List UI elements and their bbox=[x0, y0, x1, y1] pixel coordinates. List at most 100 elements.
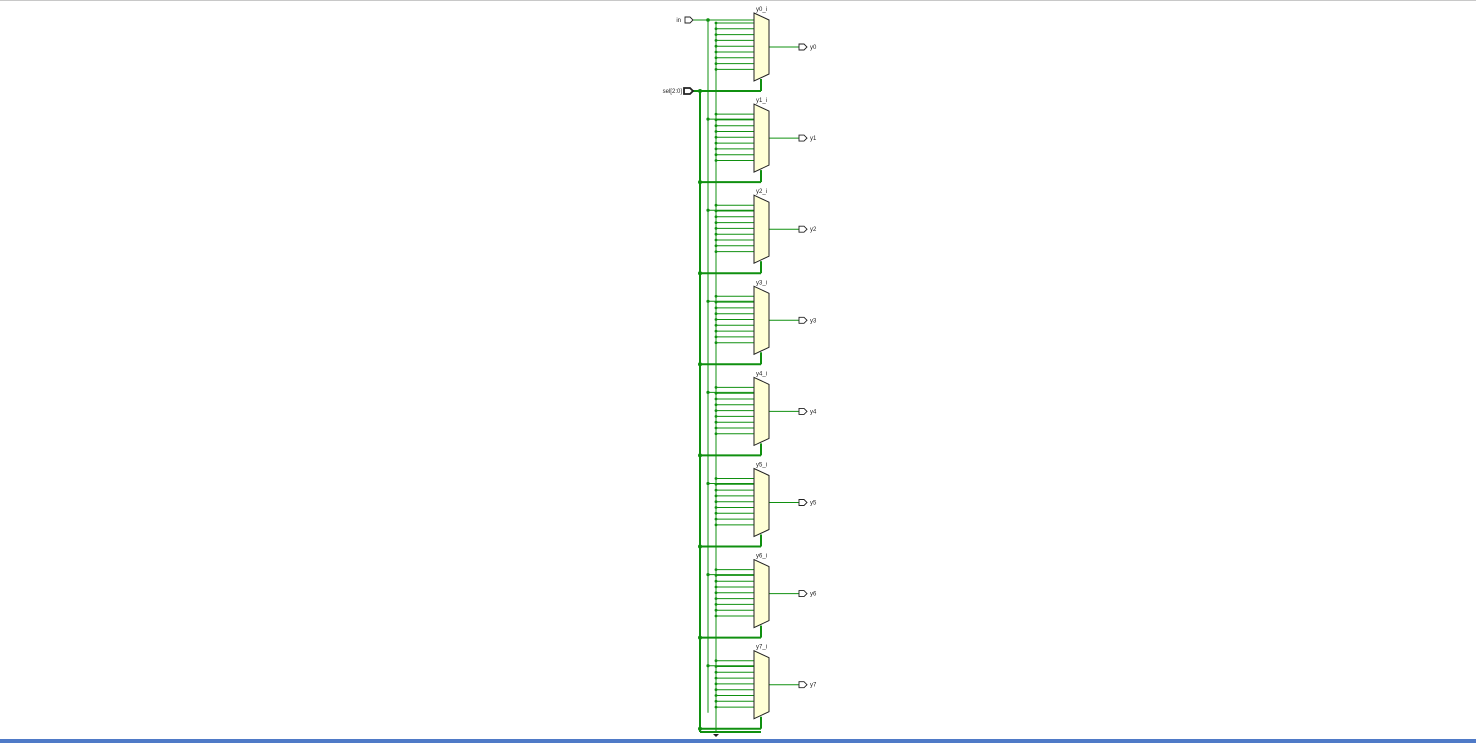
mux-input-junction bbox=[714, 39, 718, 42]
mux-input-junction bbox=[714, 659, 718, 663]
sel-junction bbox=[698, 544, 702, 549]
mux-input-junction bbox=[714, 614, 718, 618]
mux-cell bbox=[753, 285, 770, 356]
mux-input-junction bbox=[714, 597, 718, 600]
mux-input-junction bbox=[714, 420, 718, 424]
mux-input-junction bbox=[714, 591, 718, 595]
output-port-y2: y2 bbox=[798, 225, 817, 233]
output-port-y4-shape bbox=[798, 407, 808, 415]
mux-input-junction bbox=[714, 27, 718, 31]
mux-input-junction bbox=[714, 312, 718, 316]
mux-cell bbox=[753, 376, 770, 447]
mux-input-junction bbox=[714, 341, 718, 345]
mux-input-junction bbox=[714, 488, 718, 492]
output-port-y2-label: y2 bbox=[810, 227, 817, 233]
mux-input-junction bbox=[714, 50, 718, 54]
mux-input-junction bbox=[714, 705, 718, 709]
mux-input-junction bbox=[714, 409, 718, 412]
mux-input-junction bbox=[714, 670, 718, 674]
mux-input-junction bbox=[714, 159, 718, 162]
mux-layer: y0_i y1_i y2_i y3_i y4_i y5_i y6_i y7_i bbox=[753, 7, 770, 720]
in-tap-junction bbox=[706, 117, 710, 121]
mux-input-junction bbox=[714, 294, 718, 298]
output-port-y3-label: y3 bbox=[810, 318, 817, 324]
mux-input-junction bbox=[714, 244, 718, 248]
output-port-y5: y5 bbox=[798, 499, 817, 507]
output-port-y3-shape bbox=[798, 316, 808, 324]
in-tap-junction bbox=[706, 390, 710, 394]
mux-cell-label: y3_i bbox=[756, 280, 767, 286]
mux-input-junction bbox=[714, 523, 718, 527]
mux-cell bbox=[753, 103, 770, 173]
top-border bbox=[0, 0, 1476, 1]
mux-input-junction bbox=[714, 511, 718, 515]
mux-cell bbox=[753, 194, 770, 264]
input-port-sel-label: sel[2:0] bbox=[663, 89, 683, 95]
output-port-y1-label: y1 bbox=[810, 136, 817, 142]
mux-input-junction bbox=[714, 238, 718, 242]
sel-junction bbox=[698, 180, 702, 185]
input-port-in: in bbox=[676, 16, 694, 24]
output-port-y5-shape bbox=[798, 499, 808, 506]
mux-input-junction bbox=[714, 477, 718, 480]
output-port-y6-label: y6 bbox=[810, 592, 817, 598]
output-port-y3: y3 bbox=[798, 316, 817, 324]
mux-input-junction bbox=[714, 329, 718, 333]
mux-cell-label: y6_i bbox=[756, 554, 767, 560]
mux-input-junction bbox=[714, 568, 718, 571]
mux-input-junction bbox=[714, 130, 718, 133]
mux-input-junction bbox=[714, 426, 718, 430]
output-port-y0: y0 bbox=[798, 43, 817, 51]
sel-junction bbox=[698, 635, 702, 640]
mux-cell bbox=[753, 558, 770, 629]
mux-input-junction bbox=[714, 386, 718, 389]
mux-input-junction bbox=[714, 153, 718, 157]
input-port-in-label: in bbox=[676, 18, 681, 24]
in-tap-junction bbox=[706, 208, 710, 212]
mux-input-junction bbox=[714, 21, 718, 25]
sel-junction bbox=[698, 726, 702, 731]
mux-input-junction bbox=[714, 688, 718, 692]
mux-input-junction bbox=[714, 124, 718, 128]
mux-input-junction bbox=[714, 500, 718, 504]
mux-input-junction bbox=[714, 215, 718, 219]
output-port-y1-shape bbox=[798, 134, 808, 142]
in-tap-junction bbox=[706, 664, 710, 668]
mux-input-junction bbox=[714, 232, 718, 236]
wire-layer bbox=[693, 18, 799, 737]
mux-input-junction bbox=[714, 44, 718, 48]
mux-input-junction bbox=[714, 68, 718, 71]
in-tap-junction bbox=[706, 481, 710, 486]
trunk-arrow bbox=[713, 734, 719, 737]
mux-input-junction bbox=[714, 56, 718, 60]
mux-cell-label: y4_i bbox=[756, 371, 767, 377]
output-port-y6-shape bbox=[798, 590, 808, 598]
sel-junction bbox=[698, 362, 702, 367]
mux-input-junction bbox=[714, 603, 718, 606]
input-port-sel: sel[2:0] bbox=[663, 87, 695, 95]
mux-cell bbox=[753, 12, 770, 82]
mux-input-junction bbox=[714, 141, 718, 145]
mux-input-junction bbox=[714, 147, 718, 151]
output-port-y7-label: y7 bbox=[810, 683, 817, 689]
mux-cell-label: y0_i bbox=[756, 7, 767, 13]
bottom-status-bar bbox=[0, 739, 1476, 743]
mux-input-junction bbox=[714, 397, 718, 401]
sel-junction bbox=[698, 453, 702, 458]
mux-input-junction bbox=[714, 203, 718, 207]
output-port-y4: y4 bbox=[798, 407, 817, 415]
output-port-y7-shape bbox=[798, 681, 808, 689]
mux-cell bbox=[753, 649, 770, 720]
mux-input-junction bbox=[714, 494, 718, 498]
mux-cell-label: y2_i bbox=[756, 189, 767, 195]
input-port-sel-shape bbox=[683, 87, 695, 95]
output-port-y6: y6 bbox=[798, 590, 817, 598]
port-layer: in sel[2:0] y0 y1 y2 y3 y4 y5 y6 y7 bbox=[663, 16, 817, 689]
mux-input-junction bbox=[714, 699, 718, 703]
mux-input-junction bbox=[714, 227, 718, 230]
mux-input-junction bbox=[714, 335, 718, 339]
mux-cell-label: y7_i bbox=[756, 645, 767, 651]
mux-input-junction bbox=[714, 323, 718, 327]
mux-input-junction bbox=[714, 135, 718, 139]
